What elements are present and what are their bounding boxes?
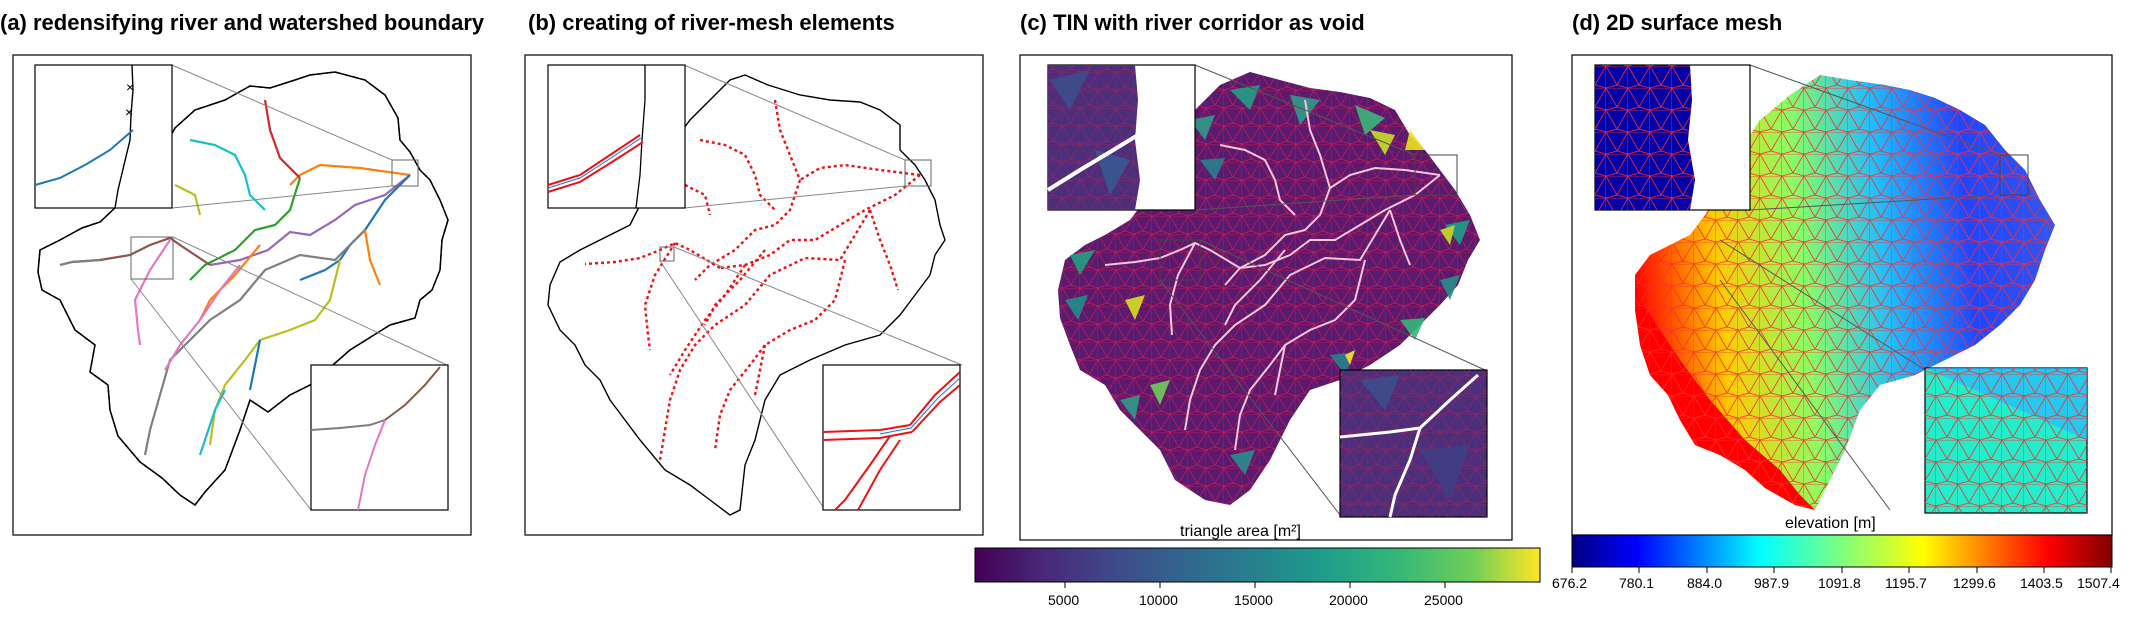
watershed-boundary-line: [37, 71, 449, 507]
inset-d-top: [1594, 64, 1751, 211]
elev-tick-5: 1195.7: [1885, 575, 1927, 591]
svg-text:×: ×: [125, 104, 133, 120]
colorbar-elevation-ticks: 676.2 780.1 884.0 987.9 1091.8 1195.7 12…: [1552, 567, 2120, 591]
elev-tick-8: 1507.4: [2077, 575, 2120, 591]
colorbar-area-label: triangle area [m²]: [1180, 523, 1301, 540]
panel-d-title: (d) 2D surface mesh: [1572, 10, 1783, 35]
elev-tick-7: 1403.5: [2020, 575, 2063, 591]
river-network-a: [59, 99, 411, 456]
panel-c: [1019, 54, 1513, 541]
colorbar-elevation: elevation [m] 676.2 780.1 884.0 987.9 10…: [1552, 515, 2120, 591]
area-tick-25000: 25000: [1424, 592, 1463, 608]
area-tick-5000: 5000: [1048, 592, 1079, 608]
river-corridor-voids: [1104, 99, 1441, 451]
panel-a-title: (a) redensifying river and watershed bou…: [0, 10, 485, 35]
elev-tick-3: 987.9: [1754, 575, 1789, 591]
inset-c-bottom: [1339, 369, 1488, 518]
area-tick-20000: 20000: [1329, 592, 1368, 608]
panel-a: × ×: [12, 54, 472, 536]
elev-tick-0: 676.2: [1552, 575, 1587, 591]
elev-tick-1: 780.1: [1619, 575, 1654, 591]
elev-tick-2: 884.0: [1687, 575, 1722, 591]
inset-a-bottom: [310, 364, 449, 511]
inset-c-top: [1046, 64, 1196, 211]
elev-tick-6: 1299.6: [1953, 575, 1996, 591]
panel-c-title: (c) TIN with river corridor as void: [1020, 10, 1365, 35]
inset-b-bottom: [822, 364, 961, 511]
inset-d-bottom: [1924, 367, 2088, 514]
inset-a-top: × ×: [34, 64, 173, 209]
svg-text:×: ×: [126, 79, 134, 95]
inset-b-top: [547, 64, 686, 209]
elev-tick-4: 1091.8: [1818, 575, 1861, 591]
panel-b: [524, 54, 984, 536]
colorbar-area: triangle area [m²] 5000 10000 15000 2000…: [974, 523, 1541, 608]
watershed-boundary-b: [547, 74, 946, 516]
panel-d: [1571, 54, 2113, 536]
colorbar-elevation-label: elevation [m]: [1785, 515, 1876, 532]
area-tick-15000: 15000: [1234, 592, 1273, 608]
area-tick-10000: 10000: [1139, 592, 1178, 608]
colorbar-area-ticks: 5000 10000 15000 20000 25000: [1048, 582, 1463, 608]
panel-b-title: (b) creating of river-mesh elements: [528, 10, 895, 35]
